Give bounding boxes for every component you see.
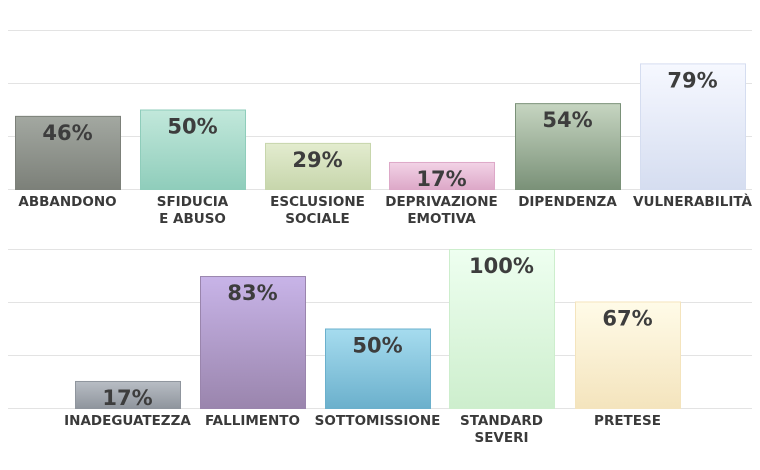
chart-panel-2: 17% INADEGUATEZZA 83% FALLIMENTO 50% SOTTOMIS… (8, 249, 752, 446)
bar (640, 63, 746, 190)
category-label: EMOTIVA (407, 211, 476, 227)
category-label: STANDARD (460, 413, 543, 429)
data-label: 54% (542, 108, 592, 132)
category-label: FALLIMENTO (205, 413, 300, 429)
data-label: 17% (416, 167, 466, 191)
data-label: 79% (667, 68, 717, 92)
bar (575, 301, 681, 409)
data-label: 46% (42, 121, 92, 145)
category-label: SOCIALE (285, 211, 349, 227)
bar (389, 161, 495, 191)
data-label: 17% (102, 386, 152, 410)
category-label: SFIDUCIA (157, 194, 229, 210)
data-label: 67% (602, 306, 652, 330)
category-label: E ABUSO (159, 211, 226, 227)
category-label: SEVERI (474, 430, 528, 446)
bar (265, 142, 371, 190)
category-label: ESCLUSIONE (270, 194, 365, 210)
category-label: SOTTOMISSIONE (315, 413, 441, 429)
category-label: VULNERABILITÀ (633, 193, 752, 210)
category-label: DIPENDENZA (518, 194, 617, 210)
bar (15, 115, 121, 190)
category-label: DEPRIVAZIONE (385, 194, 498, 210)
bar (325, 328, 431, 409)
bar (75, 380, 181, 410)
bar (140, 109, 246, 190)
data-label: 50% (352, 334, 402, 358)
data-label: 83% (227, 281, 277, 305)
data-label: 29% (292, 148, 342, 172)
category-label: INADEGUATEZZA (64, 413, 191, 429)
category-label: ABBANDONO (18, 194, 116, 210)
data-label: 50% (167, 115, 217, 139)
data-label: 100% (469, 254, 534, 278)
bar (200, 276, 306, 409)
bar (515, 103, 621, 190)
category-label: PRETESE (594, 413, 661, 429)
bar (449, 249, 555, 409)
